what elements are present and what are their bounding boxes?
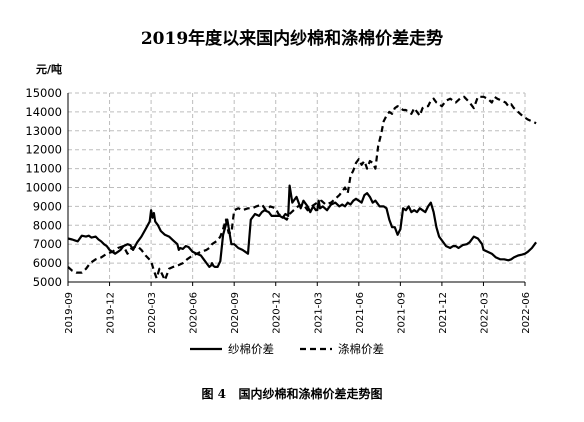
y-tick-label: 8000 (33, 218, 62, 232)
figure-caption: 图 4 国内纱棉和涤棉价差走势图 (201, 386, 382, 401)
legend: 纱棉价差 涤棉价差 (190, 342, 384, 356)
x-tick-label: 2019-12 (106, 292, 117, 334)
x-tick-label: 2022-03 (479, 292, 490, 334)
y-tick-label: 10000 (25, 181, 62, 195)
y-tick-label: 9000 (33, 199, 62, 213)
x-tick-label: 2020-03 (147, 292, 158, 334)
y-tick-label: 12000 (25, 143, 62, 157)
y-tick-label: 13000 (25, 124, 62, 138)
x-tick-labels: 2019-09 2019-12 2020-03 2020-06 2020-09 2020-… (64, 292, 532, 334)
grid (68, 92, 526, 282)
x-tick-label: 2019-09 (64, 292, 75, 334)
x-tick-label: 2021-09 (396, 292, 407, 334)
x-tick-label: 2020-09 (230, 292, 241, 334)
legend-label-polyester-cotton: 涤棉价差 (338, 342, 384, 356)
y-tick-label: 7000 (33, 237, 62, 251)
series-lines (67, 95, 537, 282)
y-tick-label: 14000 (25, 105, 62, 119)
axes (67, 93, 526, 286)
x-tick-label: 2022-06 (521, 292, 532, 334)
x-tick-label: 2021-12 (438, 292, 449, 334)
x-tick-label: 2021-06 (355, 292, 366, 334)
series-line-polyester-cotton (67, 95, 537, 282)
y-tick-label: 11000 (25, 162, 62, 176)
y-tick-labels: 5000 6000 7000 8000 9000 10000 11000 12000 13000… (25, 86, 62, 289)
y-tick-label: 6000 (33, 256, 62, 270)
y-tick-label: 5000 (33, 275, 62, 289)
x-tick-label: 2021-03 (313, 292, 324, 334)
y-axis-unit: 元/吨 (36, 62, 62, 76)
chart-title: 2019年度以来国内纱棉和涤棉价差走势 (141, 28, 443, 49)
legend-label-yarn-cotton: 纱棉价差 (228, 342, 274, 356)
x-tick-label: 2020-06 (189, 292, 200, 334)
x-tick-label: 2020-12 (272, 292, 283, 334)
series-line-yarn-cotton (67, 184, 537, 268)
y-tick-label: 15000 (25, 86, 62, 100)
